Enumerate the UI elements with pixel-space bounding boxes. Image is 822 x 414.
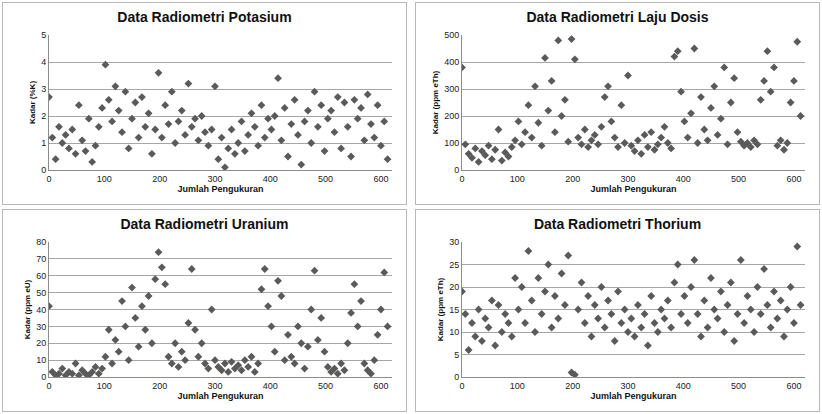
svg-text:500: 500 xyxy=(444,30,459,40)
svg-text:30: 30 xyxy=(36,322,46,332)
svg-text:100: 100 xyxy=(97,381,112,391)
svg-text:400: 400 xyxy=(676,174,691,184)
svg-text:600: 600 xyxy=(786,174,801,184)
svg-text:600: 600 xyxy=(786,381,801,391)
svg-text:100: 100 xyxy=(510,381,525,391)
svg-text:200: 200 xyxy=(565,174,580,184)
svg-text:500: 500 xyxy=(731,381,746,391)
svg-text:0: 0 xyxy=(459,381,464,391)
svg-text:0: 0 xyxy=(459,174,464,184)
svg-text:15: 15 xyxy=(449,305,459,315)
svg-text:Data Radiometri Laju Dosis: Data Radiometri Laju Dosis xyxy=(526,9,708,25)
svg-text:0: 0 xyxy=(46,381,51,391)
svg-text:600: 600 xyxy=(373,174,388,184)
svg-text:500: 500 xyxy=(318,381,333,391)
svg-text:10: 10 xyxy=(449,327,459,337)
svg-text:Data Radiometri Thorium: Data Radiometri Thorium xyxy=(534,216,701,232)
svg-text:0: 0 xyxy=(454,372,459,382)
svg-text:300: 300 xyxy=(207,174,222,184)
svg-text:5: 5 xyxy=(454,350,459,360)
svg-text:100: 100 xyxy=(444,138,459,148)
svg-text:Kadar (ppm eTh): Kadar (ppm eTh) xyxy=(431,70,440,134)
svg-text:40: 40 xyxy=(36,305,46,315)
svg-text:25: 25 xyxy=(449,260,459,270)
svg-text:2: 2 xyxy=(41,111,46,121)
svg-text:Kadar (ppm eTh): Kadar (ppm eTh) xyxy=(436,277,445,341)
svg-text:400: 400 xyxy=(263,174,278,184)
svg-text:600: 600 xyxy=(373,381,388,391)
svg-text:200: 200 xyxy=(565,381,580,391)
svg-text:Data Radiometri Potasium: Data Radiometri Potasium xyxy=(117,9,291,25)
svg-text:20: 20 xyxy=(449,282,459,292)
svg-text:3: 3 xyxy=(41,84,46,94)
svg-text:100: 100 xyxy=(510,174,525,184)
svg-text:Data Radiometri Uranium: Data Radiometri Uranium xyxy=(120,216,288,232)
svg-text:30: 30 xyxy=(449,237,459,247)
svg-text:50: 50 xyxy=(36,288,46,298)
svg-text:70: 70 xyxy=(36,254,46,264)
svg-text:60: 60 xyxy=(36,271,46,281)
svg-text:300: 300 xyxy=(620,381,635,391)
svg-text:0: 0 xyxy=(454,165,459,175)
svg-text:80: 80 xyxy=(36,237,46,247)
svg-text:20: 20 xyxy=(36,338,46,348)
svg-text:400: 400 xyxy=(676,381,691,391)
svg-text:300: 300 xyxy=(444,84,459,94)
svg-text:10: 10 xyxy=(36,355,46,365)
svg-text:4: 4 xyxy=(41,57,46,67)
svg-text:200: 200 xyxy=(152,381,167,391)
svg-text:Jumlah Pengukuran: Jumlah Pengukuran xyxy=(590,184,676,194)
svg-text:Jumlah Pengukuran: Jumlah Pengukuran xyxy=(177,391,263,401)
svg-text:100: 100 xyxy=(97,174,112,184)
svg-text:300: 300 xyxy=(620,174,635,184)
svg-text:400: 400 xyxy=(444,57,459,67)
svg-text:200: 200 xyxy=(152,174,167,184)
svg-text:500: 500 xyxy=(731,174,746,184)
svg-text:400: 400 xyxy=(263,381,278,391)
svg-text:0: 0 xyxy=(46,174,51,184)
svg-text:0: 0 xyxy=(41,165,46,175)
svg-text:200: 200 xyxy=(444,111,459,121)
svg-text:500: 500 xyxy=(318,174,333,184)
svg-text:Jumlah Pengukuran: Jumlah Pengukuran xyxy=(177,184,263,194)
svg-text:Kadar (%K): Kadar (%K) xyxy=(28,81,37,124)
svg-text:0: 0 xyxy=(41,372,46,382)
svg-text:5: 5 xyxy=(41,30,46,40)
svg-text:300: 300 xyxy=(207,381,222,391)
svg-text:Kadar (ppm eU): Kadar (ppm eU) xyxy=(23,279,32,339)
svg-text:Jumlah Pengukuran: Jumlah Pengukuran xyxy=(590,391,676,401)
svg-text:1: 1 xyxy=(41,138,46,148)
